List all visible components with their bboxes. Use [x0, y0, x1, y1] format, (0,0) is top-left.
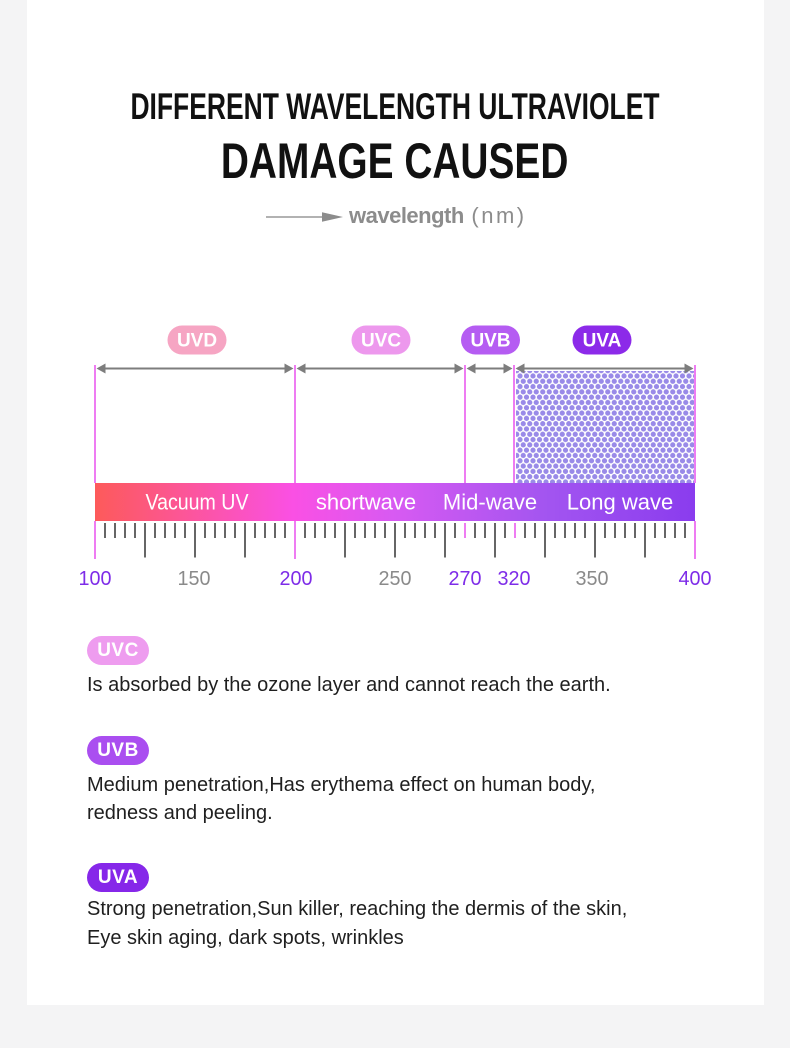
svg-text:100: 100	[79, 568, 112, 590]
svg-text:350: 350	[576, 568, 609, 590]
svg-text:200: 200	[280, 568, 313, 590]
svg-text:UVC: UVC	[361, 331, 401, 352]
svg-text:Mid-wave: Mid-wave	[443, 490, 537, 515]
svg-text:Vacuum UV: Vacuum UV	[146, 490, 249, 515]
svg-text:320: 320	[498, 568, 531, 590]
svg-text:shortwave: shortwave	[316, 490, 416, 515]
svg-text:250: 250	[379, 568, 412, 590]
svg-text:400: 400	[679, 568, 712, 590]
svg-text:Long wave: Long wave	[567, 490, 673, 515]
svg-text:270: 270	[449, 568, 482, 590]
svg-text:150: 150	[178, 568, 211, 590]
svg-text:UVD: UVD	[177, 331, 217, 352]
svg-text:UVA: UVA	[583, 331, 622, 352]
svg-text:UVB: UVB	[470, 331, 510, 352]
